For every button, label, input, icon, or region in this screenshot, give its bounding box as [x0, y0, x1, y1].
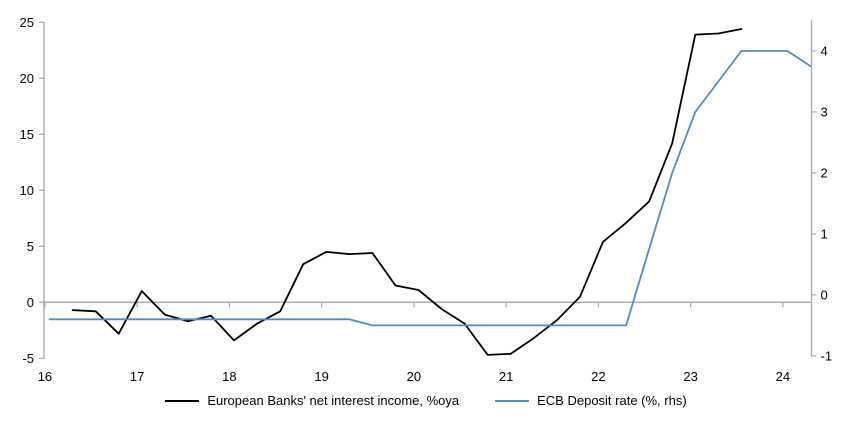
svg-text:23: 23 — [683, 369, 697, 384]
legend-item-ecb-deposit-rate: ECB Deposit rate (%, rhs) — [495, 393, 687, 408]
svg-text:18: 18 — [222, 369, 236, 384]
svg-text:10: 10 — [20, 183, 34, 198]
svg-text:20: 20 — [407, 369, 421, 384]
net-interest-income-line-swatch — [165, 399, 200, 402]
svg-text:25: 25 — [20, 15, 34, 30]
ecb-deposit-rate-line-swatch — [495, 399, 530, 402]
svg-text:21: 21 — [499, 369, 513, 384]
svg-text:2: 2 — [821, 165, 828, 180]
legend-label-ecb-deposit-rate: ECB Deposit rate (%, rhs) — [537, 393, 687, 408]
net-interest-income-series-line — [71, 28, 743, 356]
svg-text:-1: -1 — [821, 348, 833, 363]
svg-text:5: 5 — [27, 239, 34, 254]
svg-text:4: 4 — [821, 43, 828, 58]
svg-text:1: 1 — [821, 226, 828, 241]
legend-item-net-interest-income: European Banks' net interest income, %oy… — [165, 393, 459, 408]
chart-legend: European Banks' net interest income, %oy… — [0, 393, 852, 408]
svg-text:20: 20 — [20, 71, 34, 86]
svg-text:24: 24 — [776, 369, 790, 384]
legend-label-net-interest-income: European Banks' net interest income, %oy… — [207, 393, 460, 408]
ecb-deposit-rate-series-line — [48, 50, 812, 327]
svg-text:17: 17 — [130, 369, 144, 384]
svg-text:22: 22 — [591, 369, 605, 384]
svg-text:3: 3 — [821, 104, 828, 119]
svg-text:0: 0 — [821, 287, 828, 302]
svg-text:16: 16 — [38, 369, 52, 384]
svg-text:-5: -5 — [22, 351, 34, 366]
svg-text:19: 19 — [314, 369, 328, 384]
svg-text:15: 15 — [20, 127, 34, 142]
svg-text:0: 0 — [27, 295, 34, 310]
